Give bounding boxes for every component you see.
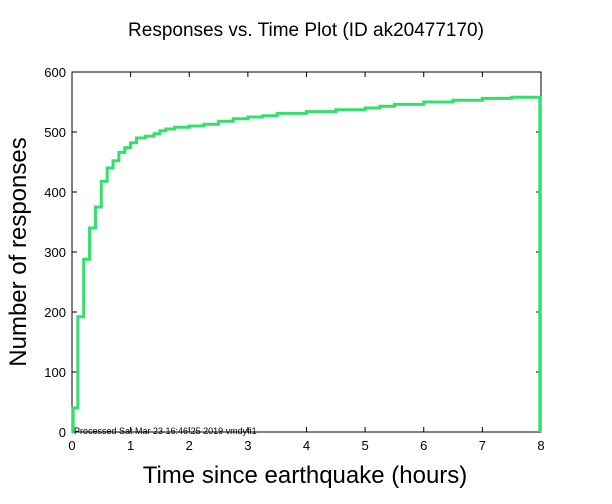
y-axis-label: Number of responses [5,137,32,366]
x-tick-label: 0 [68,438,75,453]
y-tick-label: 500 [44,125,66,140]
x-tick-label: 5 [362,438,369,453]
plot-frame [71,71,542,433]
x-tick-label: 8 [537,438,544,453]
x-tick-label: 2 [186,438,193,453]
x-tick-label: 4 [303,438,310,453]
y-tick-label: 400 [44,185,66,200]
y-tick-label: 0 [59,425,66,440]
axes: 0 1 2 3 4 5 6 7 8 0 100 200 300 400 500 600 [44,65,544,453]
y-tick-label: 200 [44,305,66,320]
chart-title: Responses vs. Time Plot (ID ak20477170) [128,20,484,41]
y-tick-label: 600 [44,65,66,80]
series-layer [71,95,542,434]
processed-footnote: Processed Sat Mar 23 16:46:25 2019 vmdyf… [74,426,257,436]
x-tick-label: 6 [420,438,427,453]
responses-step-line [71,95,542,434]
x-axis-label: Time since earthquake (hours) [143,462,468,489]
x-tick-label: 1 [127,438,134,453]
y-tick-label: 300 [44,245,66,260]
x-tick-label: 3 [244,438,251,453]
x-tick-label: 7 [479,438,486,453]
y-tick-label: 100 [44,365,66,380]
